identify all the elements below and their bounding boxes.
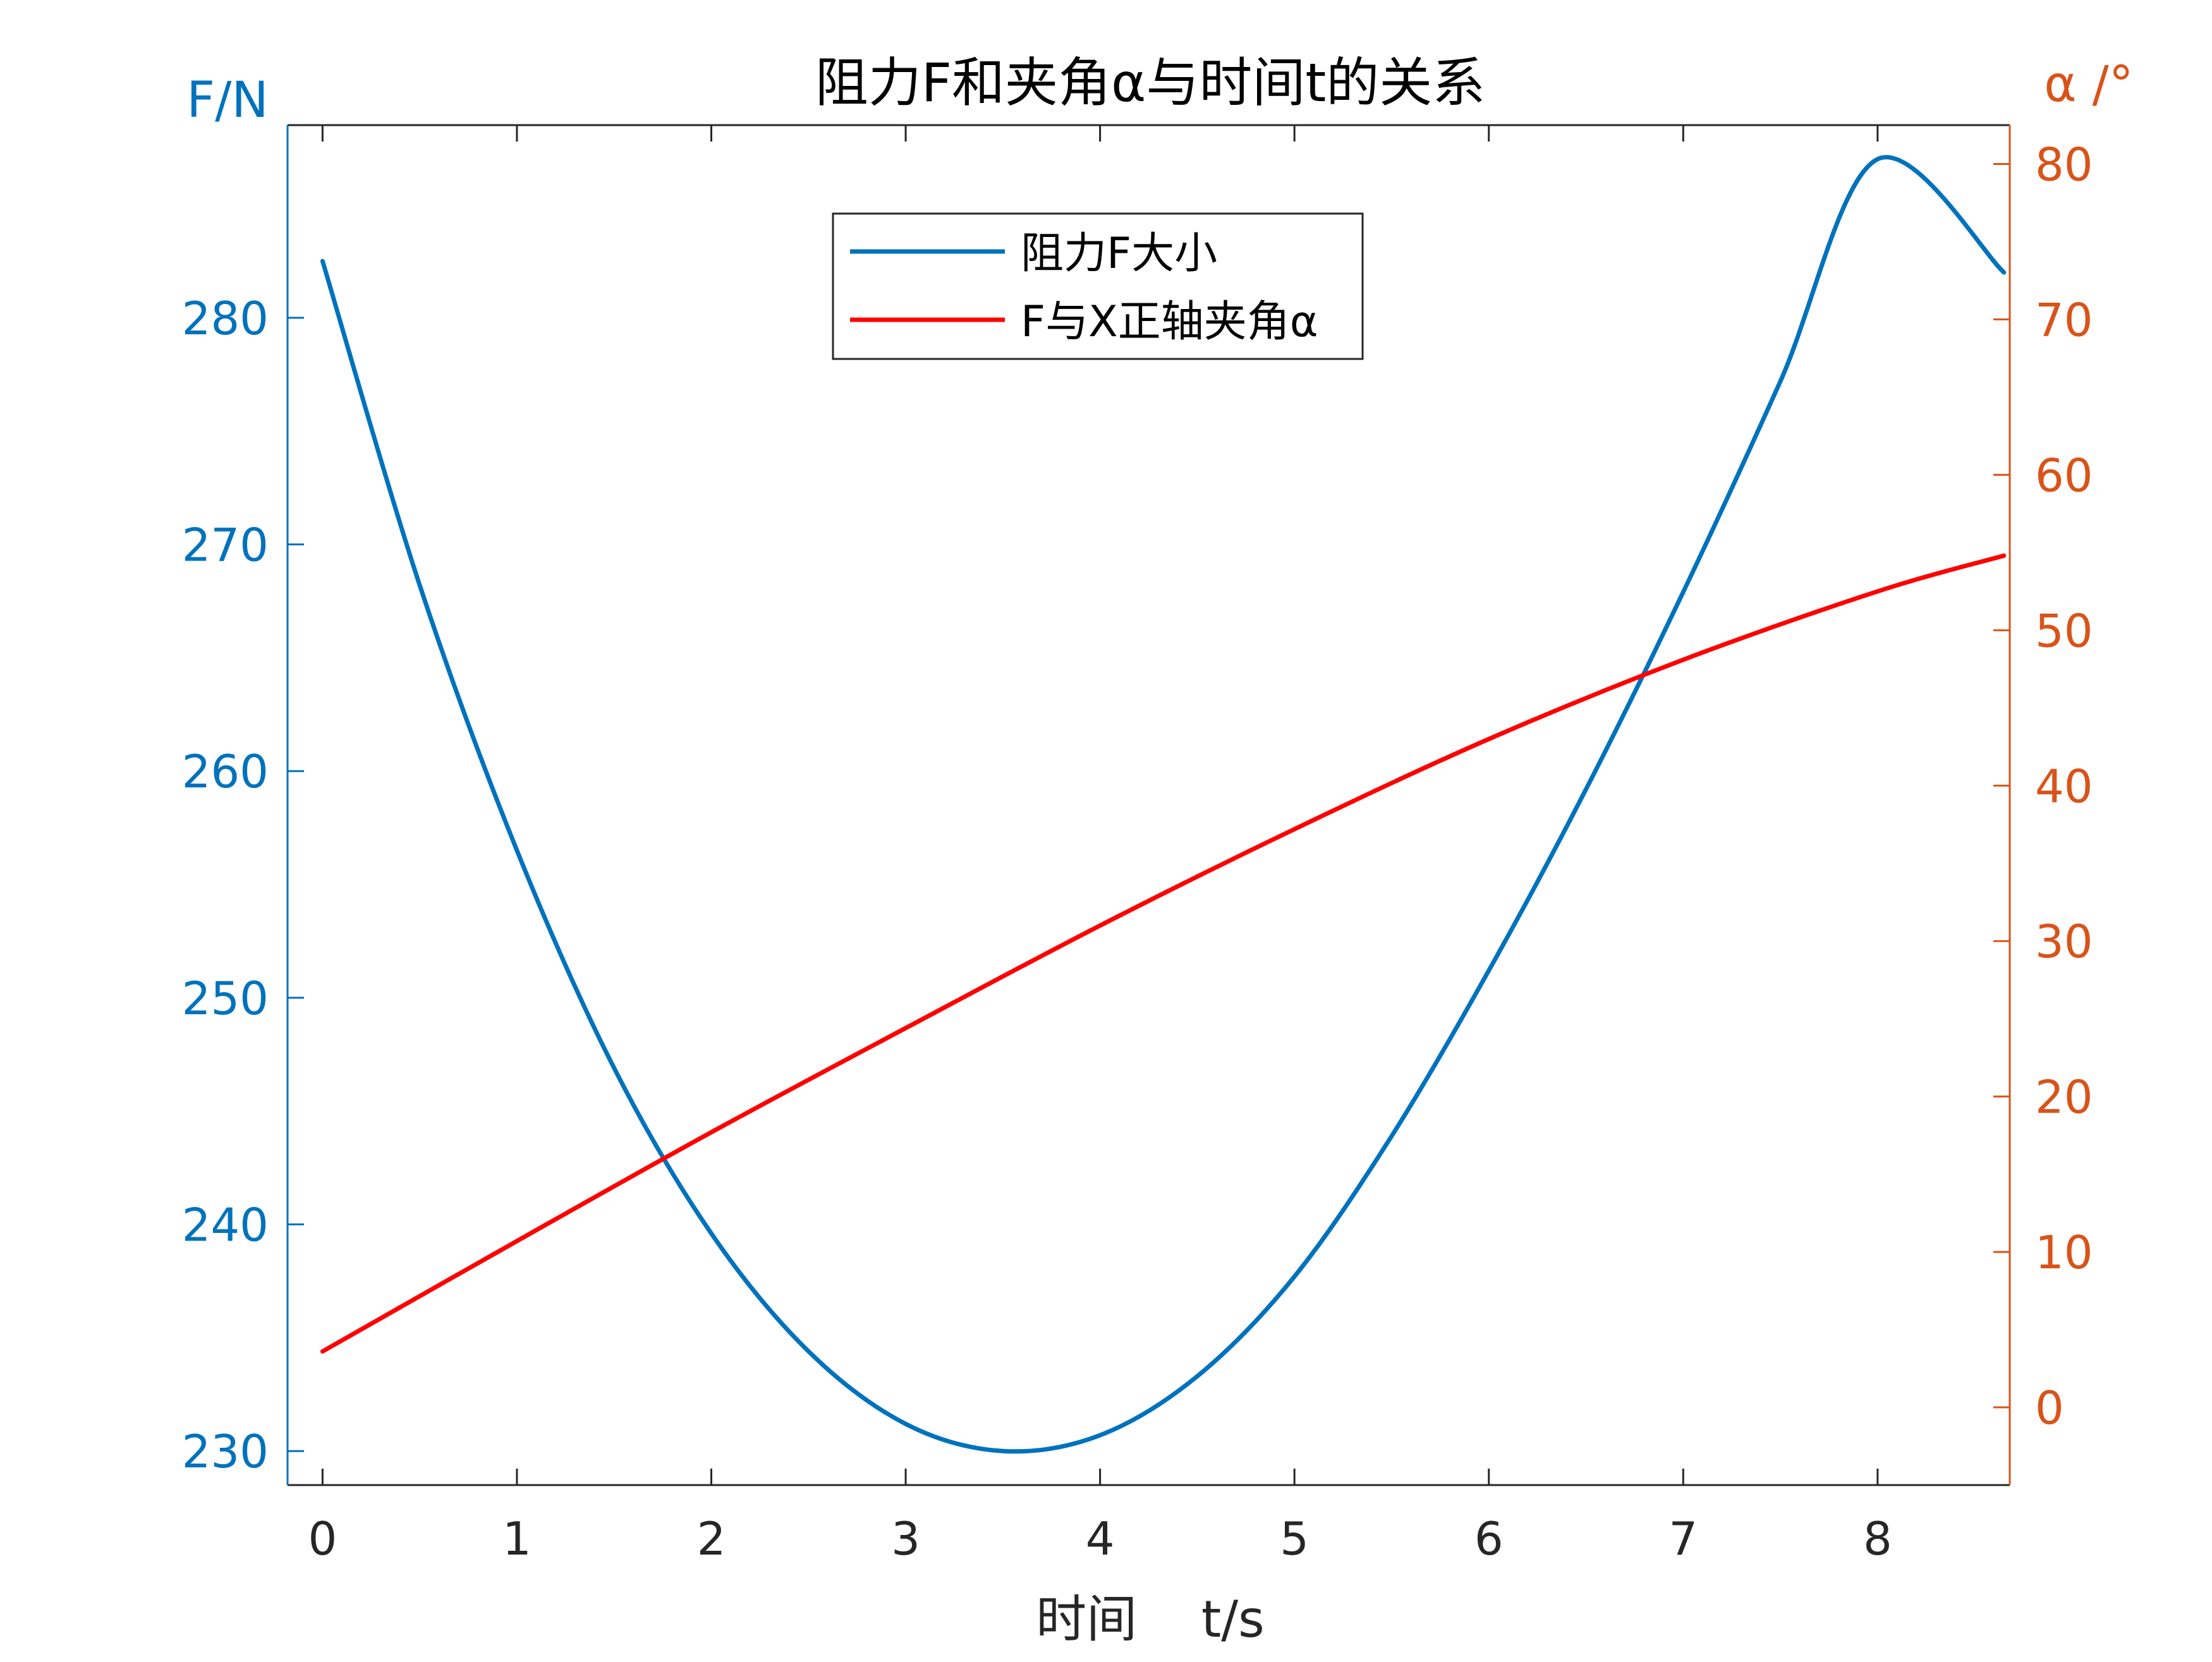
y-left-tick-label: 230 <box>182 1425 269 1478</box>
x-axis-label: 时间 t/s <box>1036 1590 1265 1649</box>
y-right-tick-label: 70 <box>2035 293 2093 346</box>
y-left-ticks: 230 240 250 260 270 280 <box>182 292 304 1478</box>
series-line-0 <box>320 155 2007 1454</box>
y-left-tick-label: 270 <box>182 519 269 572</box>
y-right-tick-label: 60 <box>2035 449 2093 502</box>
x-tick-label: 3 <box>891 1512 920 1565</box>
x-ticks: 0 1 2 3 4 5 6 7 8 <box>308 125 1892 1565</box>
x-tick-label: 4 <box>1086 1512 1115 1565</box>
plot-marks <box>320 155 2007 1454</box>
y-left-tick-label: 260 <box>182 745 269 798</box>
x-tick-label: 8 <box>1863 1512 1892 1565</box>
y-right-ticks: 0 10 20 30 40 50 60 70 80 <box>1993 138 2093 1435</box>
series-line-1 <box>320 553 2007 1354</box>
y-left-tick-label: 240 <box>182 1199 269 1252</box>
y-right-tick-label: 0 <box>2035 1381 2064 1435</box>
x-tick-label: 1 <box>502 1512 532 1565</box>
y-left-tick-label: 250 <box>182 972 269 1025</box>
y-right-tick-label: 30 <box>2035 915 2093 968</box>
legend-label-angle: F与X正轴夹角α <box>1021 297 1318 347</box>
y-right-tick-label: 20 <box>2035 1071 2093 1124</box>
x-tick-label: 7 <box>1668 1512 1698 1565</box>
legend-label-force: 阻力F大小 <box>1021 229 1217 279</box>
chart-title: 阻力F和夹角α与时间t的关系 <box>815 52 1486 114</box>
y-right-tick-label: 40 <box>2035 760 2093 813</box>
x-tick-label: 0 <box>308 1512 337 1565</box>
left-y-axis-label: F/N <box>186 72 269 129</box>
y-right-tick-label: 50 <box>2035 604 2093 657</box>
right-y-axis-label: α /° <box>2044 56 2134 113</box>
axes <box>286 124 2011 1486</box>
y-right-tick-label: 10 <box>2035 1226 2093 1279</box>
y-left-tick-label: 280 <box>182 292 269 345</box>
y-right-tick-label: 80 <box>2035 138 2093 191</box>
legend: 阻力F大小 F与X正轴夹角α <box>832 212 1364 360</box>
x-tick-label: 2 <box>697 1512 726 1565</box>
x-tick-label: 6 <box>1474 1512 1504 1565</box>
x-tick-label: 5 <box>1280 1512 1309 1565</box>
legend-box <box>832 212 1364 360</box>
